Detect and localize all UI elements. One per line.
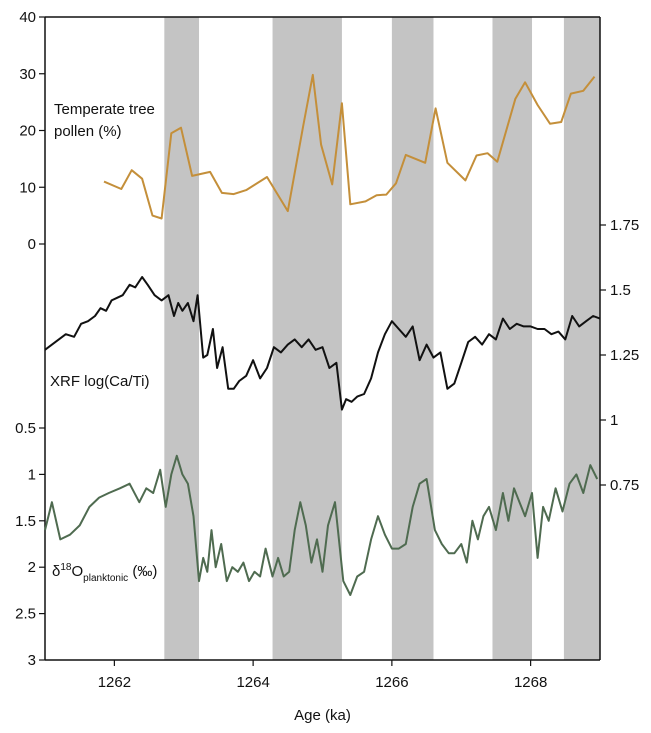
series-lines	[44, 73, 601, 596]
right-y-tick-label: 1.25	[610, 347, 639, 364]
axes: 1262 1264 1266 1268 Age (ka) 0 10 20 30 40 0.75 1 1.…	[15, 9, 639, 724]
series-line-2	[44, 276, 601, 411]
series-label-line: Temperate tree	[54, 101, 155, 118]
right-y-tick-label: 1.5	[610, 282, 631, 299]
series-line-1	[103, 73, 596, 220]
left-y-tick-label: 2	[28, 559, 36, 576]
series-labels: Temperate tree pollen (%) XRF log(Ca/Ti) δ1…	[50, 101, 157, 584]
label-unit: (‰)	[128, 563, 157, 580]
shaded-interval-1	[164, 17, 200, 660]
label-o: O	[71, 563, 83, 580]
shaded-interval-5	[563, 17, 600, 660]
left-y-tick-label: 30	[19, 66, 36, 83]
series-line-3	[44, 454, 599, 596]
series-label-line: pollen (%)	[54, 123, 122, 140]
x-axis-title: Age (ka)	[294, 707, 351, 724]
left-y-tick-label: 1.5	[15, 513, 36, 530]
left-y-tick-label: 40	[19, 9, 36, 26]
left-y-tick-label: 10	[19, 179, 36, 196]
left-y-tick-label: 20	[19, 123, 36, 140]
left-y-tick-label: 3	[28, 652, 36, 669]
x-tick-label: 1264	[236, 674, 269, 691]
left-y-tick-label: 2.5	[15, 606, 36, 623]
series-label-d18o: δ18Oplanktonic (‰)	[52, 562, 157, 584]
shaded-interval-2	[272, 17, 342, 660]
left-y-tick-label: 1	[28, 466, 36, 483]
shaded-interval-3	[391, 17, 434, 660]
label-subscript: planktonic	[83, 573, 128, 584]
shaded-intervals	[164, 17, 600, 660]
x-tick-label: 1266	[375, 674, 408, 691]
shaded-interval-4	[492, 17, 533, 660]
right-y-tick-label: 1	[610, 412, 618, 429]
series-label-xrf: XRF log(Ca/Ti)	[50, 373, 149, 390]
label-superscript: 18	[60, 562, 72, 573]
x-tick-label: 1268	[514, 674, 547, 691]
right-y-tick-label: 0.75	[610, 477, 639, 494]
left-y-tick-label: 0	[28, 236, 36, 253]
series-label-pollen: Temperate tree pollen (%)	[54, 101, 155, 140]
right-y-tick-label: 1.75	[610, 217, 639, 234]
label-delta: δ	[52, 563, 60, 580]
left-y-tick-label: 0.5	[15, 420, 36, 437]
x-tick-label: 1262	[98, 674, 131, 691]
